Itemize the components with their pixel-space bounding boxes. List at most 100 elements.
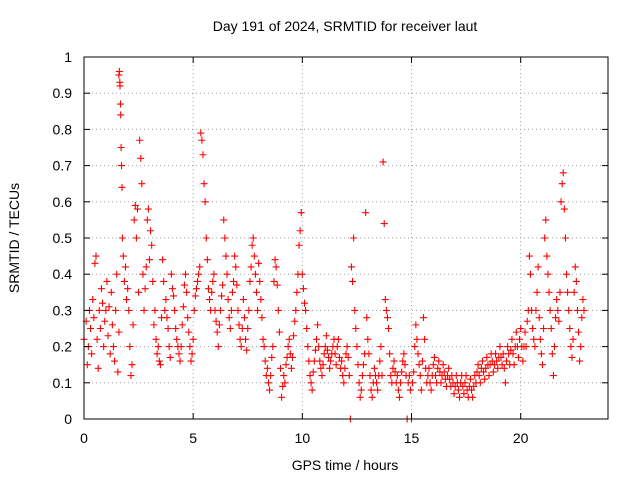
data-point	[374, 386, 382, 394]
axes	[83, 56, 609, 420]
data-point	[128, 361, 136, 369]
data-point	[400, 350, 408, 358]
data-point	[95, 306, 103, 314]
data-point	[148, 241, 156, 249]
data-point	[432, 372, 440, 380]
data-point	[240, 314, 248, 322]
data-point	[516, 335, 524, 343]
data-point	[554, 306, 562, 314]
data-point	[285, 335, 293, 343]
data-point	[290, 332, 298, 340]
data-point	[356, 393, 364, 401]
x-tick-label: 0	[80, 430, 88, 446]
data-point	[315, 343, 323, 351]
data-point	[406, 386, 414, 394]
data-point	[212, 317, 220, 325]
data-point	[289, 353, 297, 361]
data-point	[293, 288, 301, 296]
data-point	[476, 379, 484, 387]
data-point	[159, 256, 167, 264]
data-point	[577, 343, 585, 351]
data-point	[553, 296, 561, 304]
data-point	[153, 350, 161, 358]
data-point	[132, 234, 140, 242]
y-axis-label: SRMTID / TECUs	[6, 183, 22, 293]
data-point	[107, 288, 115, 296]
data-point	[179, 303, 187, 311]
data-point	[302, 306, 310, 314]
data-point	[172, 325, 180, 332]
data-point	[504, 343, 512, 351]
data-point	[219, 281, 227, 289]
data-point	[466, 375, 474, 383]
y-tick-label: 0.8	[53, 121, 73, 137]
data-point	[269, 343, 277, 351]
data-point	[123, 296, 131, 304]
data-point	[541, 234, 549, 242]
data-point	[370, 364, 378, 372]
data-point	[573, 306, 581, 314]
data-point	[89, 296, 97, 304]
data-point	[117, 144, 125, 151]
data-point	[462, 372, 470, 380]
data-point	[313, 335, 321, 343]
data-point	[306, 372, 314, 380]
data-point	[99, 299, 107, 307]
data-point	[173, 335, 181, 343]
data-point	[250, 252, 258, 260]
data-point	[218, 292, 226, 300]
data-point	[326, 364, 334, 372]
data-point	[413, 335, 421, 343]
data-point	[208, 288, 216, 296]
data-point	[359, 361, 367, 369]
data-point	[425, 364, 433, 372]
data-point	[572, 277, 580, 285]
data-point	[83, 361, 91, 369]
data-point	[115, 67, 123, 75]
data-point	[317, 364, 325, 372]
data-point	[267, 372, 275, 380]
data-point	[416, 372, 424, 380]
data-point	[117, 111, 125, 119]
data-point	[162, 296, 170, 304]
data-point	[299, 285, 307, 293]
data-point	[386, 350, 394, 358]
data-point	[440, 368, 448, 376]
data-point	[353, 343, 361, 351]
data-point	[298, 270, 306, 278]
data-point	[349, 277, 357, 285]
data-point	[498, 361, 506, 369]
data-point	[409, 379, 417, 387]
data-point	[363, 314, 371, 322]
y-tick-label: 1	[64, 49, 72, 65]
data-point	[532, 306, 540, 314]
data-point	[190, 306, 198, 314]
data-point	[263, 364, 271, 372]
data-point	[220, 216, 228, 224]
data-point	[244, 325, 252, 332]
y-tick-label: 0.3	[53, 302, 73, 318]
data-point	[140, 306, 148, 314]
tick-labels: 00.10.20.30.40.50.60.70.80.910 5 10 15 20	[53, 49, 529, 446]
data-point	[270, 277, 278, 285]
data-point	[450, 390, 458, 398]
data-point	[160, 277, 168, 285]
data-point	[500, 364, 508, 372]
data-point	[106, 350, 114, 358]
data-point	[281, 379, 289, 387]
data-point	[342, 350, 350, 358]
data-point	[545, 288, 553, 296]
x-axis-label: GPS time / hours	[292, 457, 399, 473]
data-point	[126, 343, 134, 351]
data-point	[358, 372, 366, 380]
data-point	[198, 136, 206, 144]
data-point	[547, 325, 555, 332]
data-point	[87, 325, 95, 332]
data-point	[292, 306, 300, 314]
data-point	[272, 263, 280, 271]
data-point	[566, 325, 574, 332]
data-point	[421, 335, 429, 343]
data-point	[377, 343, 385, 351]
data-point	[399, 357, 407, 365]
data-point	[104, 332, 112, 340]
